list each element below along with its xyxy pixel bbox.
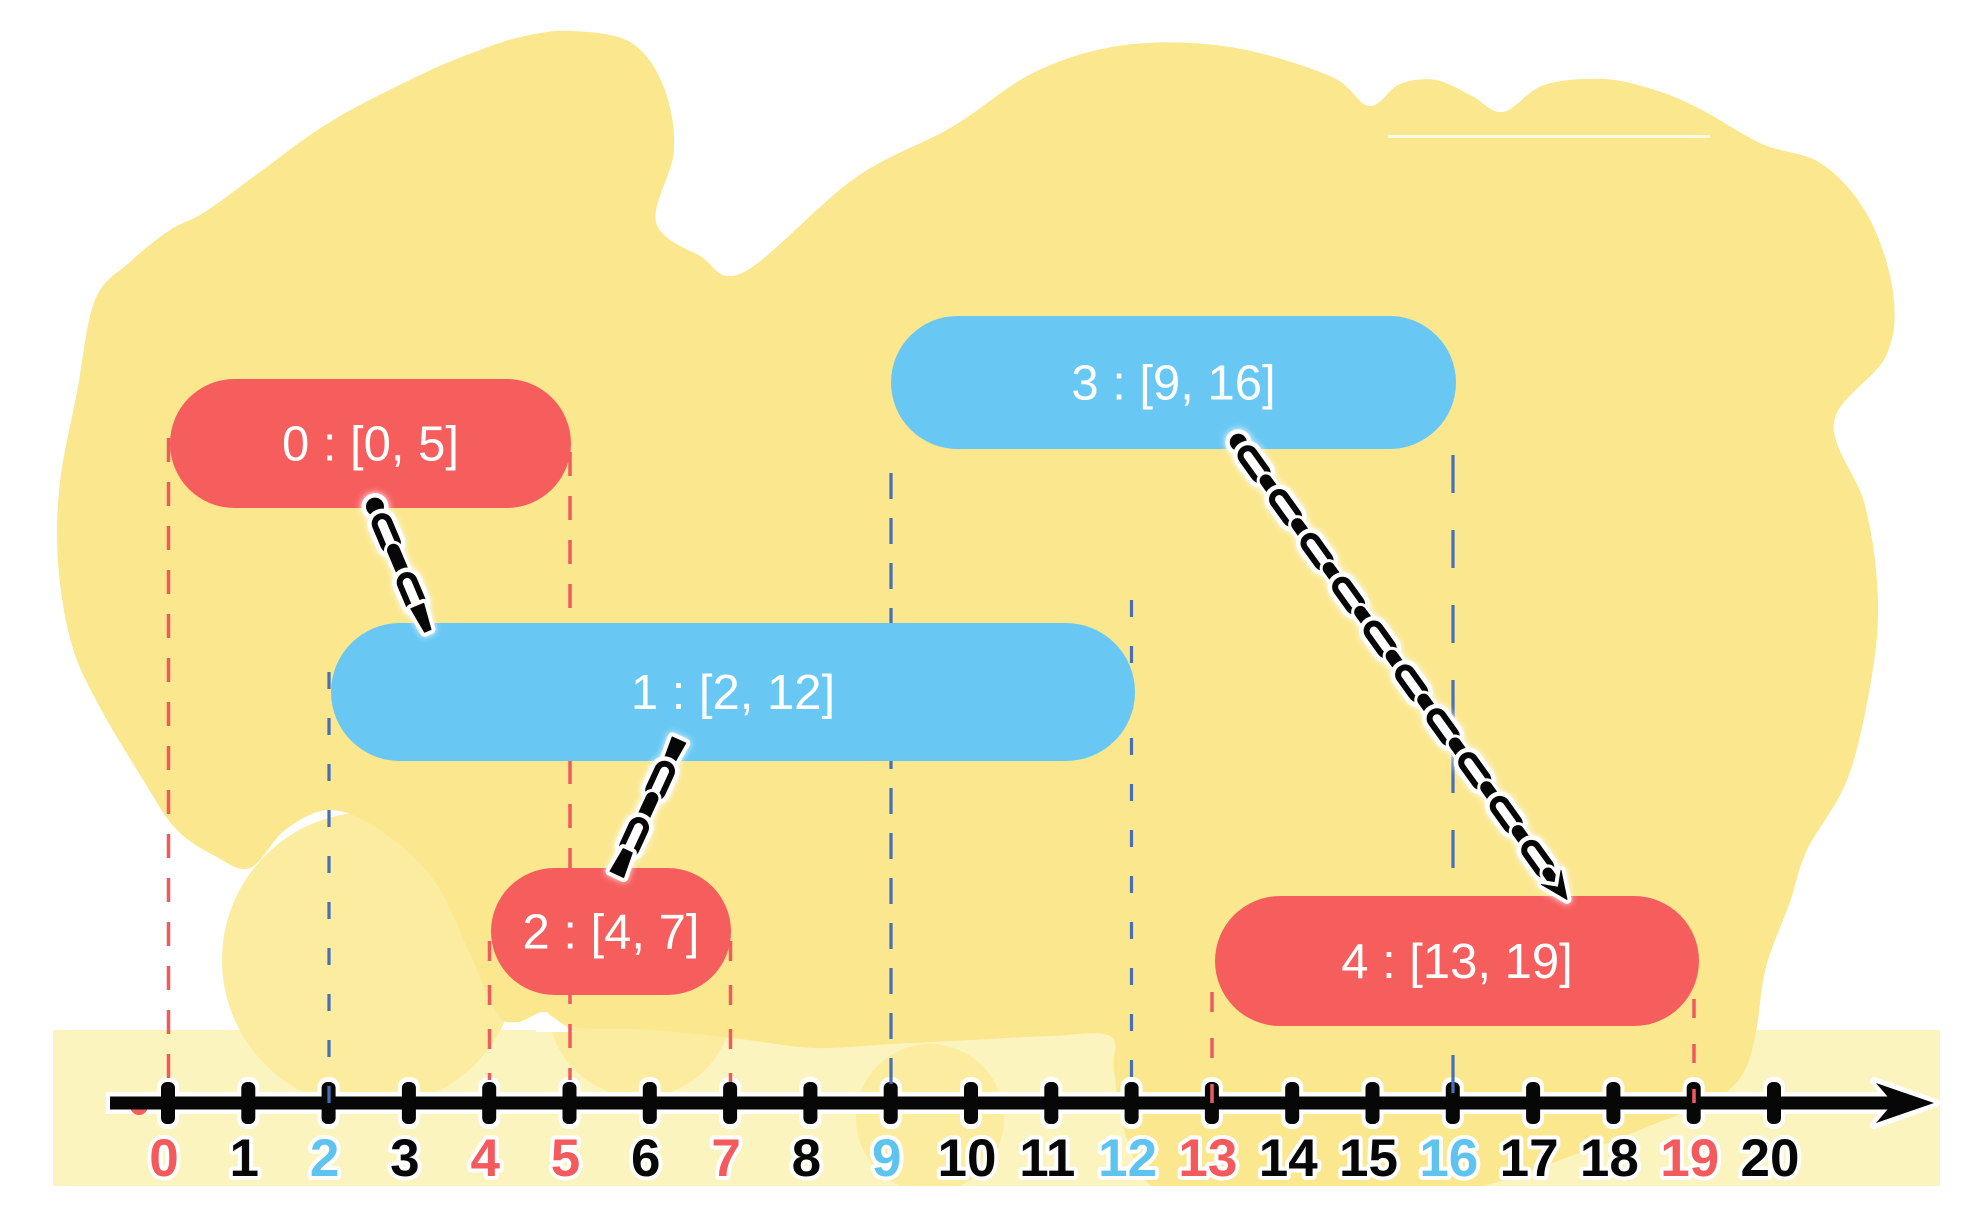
svg-text:4: 4 — [470, 1129, 500, 1188]
svg-text:5: 5 — [551, 1129, 580, 1188]
svg-text:4 : [13, 19]: 4 : [13, 19] — [1341, 935, 1573, 989]
svg-text:3: 3 — [390, 1129, 419, 1188]
svg-text:0 : [0, 5]: 0 : [0, 5] — [282, 418, 459, 472]
svg-text:13: 13 — [1178, 1129, 1237, 1188]
svg-text:8: 8 — [792, 1129, 821, 1188]
svg-text:10: 10 — [938, 1129, 997, 1188]
svg-text:12: 12 — [1098, 1129, 1157, 1188]
svg-text:1 : [2, 12]: 1 : [2, 12] — [631, 666, 835, 720]
svg-text:6: 6 — [631, 1129, 660, 1188]
svg-text:3 : [9, 16]: 3 : [9, 16] — [1071, 357, 1275, 411]
svg-text:19: 19 — [1660, 1129, 1719, 1188]
svg-text:17: 17 — [1500, 1129, 1559, 1188]
svg-text:0: 0 — [149, 1129, 178, 1188]
svg-text:9: 9 — [872, 1129, 901, 1188]
svg-text:2 : [4, 7]: 2 : [4, 7] — [522, 906, 699, 960]
svg-text:1: 1 — [230, 1129, 259, 1188]
svg-text:20: 20 — [1741, 1129, 1800, 1188]
svg-text:16: 16 — [1419, 1129, 1478, 1188]
svg-text:14: 14 — [1259, 1129, 1318, 1188]
svg-text:7: 7 — [711, 1129, 740, 1188]
svg-text:11: 11 — [1019, 1129, 1075, 1188]
svg-text:18: 18 — [1580, 1129, 1639, 1188]
svg-text:2: 2 — [310, 1129, 339, 1188]
svg-text:15: 15 — [1339, 1129, 1398, 1188]
